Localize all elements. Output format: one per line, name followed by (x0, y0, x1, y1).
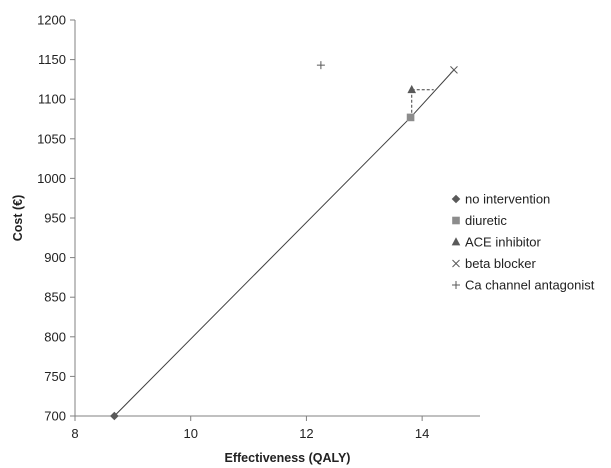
data-markers (110, 61, 458, 421)
legend-item: ACE inhibitor (451, 235, 542, 250)
point-no-intervention (110, 411, 119, 421)
legend-marker (451, 237, 461, 246)
axes (74, 20, 480, 417)
y-tick-label: 1100 (38, 92, 66, 107)
legend-label: ACE inhibitor (465, 235, 542, 250)
y-tick-label: 800 (44, 329, 66, 344)
legend: no intervention diuretic ACE inhibitor beta… (451, 192, 595, 293)
y-tick-label: 750 (44, 369, 66, 384)
plot-lines (113, 69, 455, 417)
legend-label: diuretic (465, 213, 507, 228)
x-tick-label: 8 (71, 426, 78, 441)
y-tick-label: 1000 (37, 171, 66, 186)
point-ca-channel-antagonist (316, 61, 325, 70)
point-beta-blocker-stroke-b (450, 66, 458, 74)
y-tick-label: 1150 (38, 52, 66, 67)
legend-marker (451, 194, 461, 204)
legend-item: no intervention (451, 192, 550, 207)
legend-label: beta blocker (465, 256, 536, 271)
legend-item: beta blocker (452, 256, 536, 271)
legend-item: diuretic (452, 213, 507, 228)
legend-marker-stroke-b (452, 259, 460, 268)
legend-marker (452, 259, 460, 268)
y-tick-label: 850 (44, 290, 66, 305)
y-tick-label: 900 (44, 250, 66, 265)
legend-label: Ca channel antagonist (465, 278, 595, 293)
y-tick-label: 1200 (37, 13, 66, 28)
y-axis-title: Cost (€) (11, 195, 25, 242)
y-tick-label: 1050 (37, 131, 66, 146)
efficiency-frontier-line (113, 69, 455, 417)
x-tick-label: 10 (183, 426, 197, 441)
point-beta-blocker (450, 66, 458, 74)
x-axis-title: Effectiveness (QALY) (225, 451, 351, 465)
legend-marker (452, 281, 460, 289)
legend-item: Ca channel antagonist (452, 278, 595, 293)
y-tick-label: 950 (44, 211, 66, 226)
point-ace-inhibitor (407, 84, 417, 94)
x-tick-label: 14 (415, 426, 429, 441)
x-tick-label: 12 (299, 426, 313, 441)
y-tick-label: 700 (44, 409, 66, 424)
legend-marker (452, 216, 460, 225)
legend-label: no intervention (465, 192, 550, 207)
ticks: 700 750 800 850 900 950 1000 1050 1100 1150 1200 8 1… (37, 13, 429, 442)
point-diuretic (406, 113, 415, 122)
